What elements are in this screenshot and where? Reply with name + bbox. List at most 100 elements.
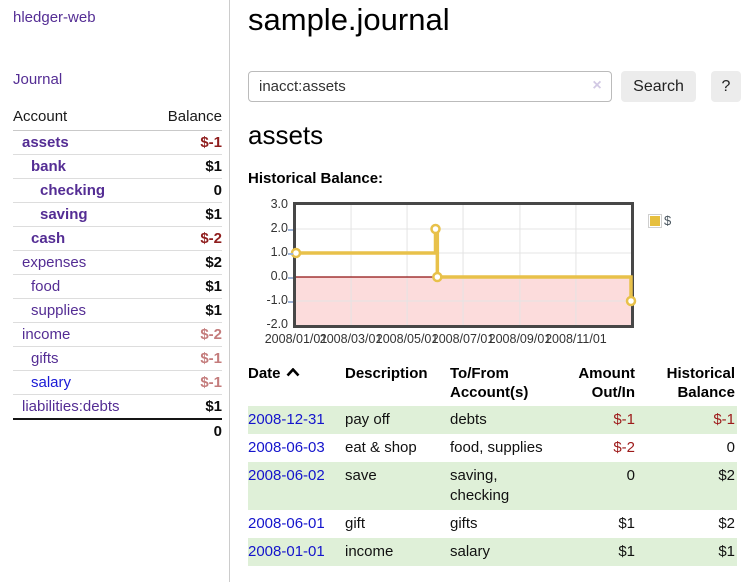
column-header-amount: Amount Out/In	[578, 365, 635, 401]
search-form: × Search ?	[248, 71, 742, 102]
x-axis-tick-label: 2008/09/01	[488, 332, 552, 346]
sidebar-item-journal[interactable]: Journal	[13, 71, 63, 88]
chart-title: Historical Balance:	[248, 170, 384, 187]
y-axis-tick-mark	[288, 277, 293, 279]
account-table-header: Account Balance	[13, 104, 222, 131]
app-title-link[interactable]: hledger-web	[13, 9, 96, 26]
account-balance: $-1	[200, 134, 222, 151]
account-balance-table: Account Balance assets $-1 bank $1 checking 0…	[13, 104, 222, 444]
sidebar-account-link[interactable]: assets	[22, 134, 69, 151]
y-axis-tick-label: 3.0	[270, 197, 288, 211]
help-button[interactable]: ?	[711, 71, 741, 102]
sidebar-account-row: salary $-1	[13, 371, 222, 395]
register-row: 2008-06-03 eat & shop food, supplies $-2 0	[248, 434, 737, 462]
register-description: eat & shop	[345, 439, 417, 456]
register-accounts: debts	[450, 411, 487, 428]
sidebar-account-row: bank $1	[13, 155, 222, 179]
sidebar-account-row: saving $1	[13, 203, 222, 227]
register-date-link[interactable]: 2008-06-02	[248, 467, 325, 484]
account-balance: $-1	[200, 350, 222, 367]
column-header-historical-balance: Historical Balance	[666, 365, 735, 401]
register-row: 2008-01-01 income salary $1 $1	[248, 538, 737, 566]
chart-line-svg	[290, 205, 637, 325]
historical-balance-chart: $ 3.0 2.0 1.0 0.0 -1.0 -2.0 2008/01/01 2008/03/…	[248, 197, 674, 352]
y-axis-tick-label: 1.0	[270, 245, 288, 259]
sidebar-account-link[interactable]: gifts	[31, 350, 59, 367]
x-axis-tick-label: 2008/07/01	[431, 332, 495, 346]
account-balance: $-2	[200, 230, 222, 247]
sidebar-account-link[interactable]: cash	[31, 230, 66, 247]
sidebar-account-link[interactable]: supplies	[31, 302, 87, 319]
register-accounts: salary	[450, 543, 491, 560]
x-axis-tick-label: 2008/01/01	[264, 332, 328, 346]
register-accounts: gifts	[450, 515, 478, 532]
legend-swatch-icon	[648, 213, 662, 228]
search-input[interactable]	[248, 71, 612, 102]
data-point-marker	[625, 295, 637, 307]
account-balance: $1	[205, 158, 222, 175]
register-amount: $1	[618, 515, 635, 532]
sort-ascending-icon	[286, 367, 299, 377]
x-axis-tick-label: 2008/11/01	[545, 332, 607, 346]
sidebar-account-row: assets $-1	[13, 131, 222, 155]
y-axis-tick-mark	[288, 253, 293, 255]
column-header-accounts: To/From Account(s)	[450, 365, 529, 401]
clear-search-icon[interactable]: ×	[592, 77, 602, 94]
register-row: 2008-06-01 gift gifts $1 $2	[248, 510, 737, 538]
sidebar-account-row: cash $-2	[13, 227, 222, 251]
register-accounts: food, supplies	[450, 439, 543, 456]
sidebar-account-link[interactable]: liabilities:debts	[22, 398, 120, 415]
register-amount: $-1	[613, 411, 635, 428]
sidebar-account-row: liabilities:debts $1	[13, 395, 222, 420]
sidebar-account-row: expenses $2	[13, 251, 222, 275]
column-header-date[interactable]: Date	[248, 362, 345, 406]
register-date-link[interactable]: 2008-06-03	[248, 439, 325, 456]
register-historical-balance: $1	[718, 543, 735, 560]
sidebar-account-link[interactable]: salary	[31, 374, 72, 391]
account-balance: $1	[205, 278, 222, 295]
register-amount: 0	[626, 467, 635, 484]
search-button[interactable]: Search	[621, 71, 696, 102]
y-axis-tick-label: -1.0	[266, 293, 288, 307]
data-point-marker	[290, 247, 302, 259]
account-column-header: Account	[13, 108, 68, 125]
register-historical-balance: 0	[726, 439, 735, 456]
page-title: sample.journal	[248, 2, 450, 37]
register-historical-balance: $2	[718, 515, 735, 532]
sidebar-account-link[interactable]: food	[31, 278, 61, 295]
legend-label: $	[664, 213, 672, 228]
sidebar-total-value: 0	[213, 423, 222, 440]
sidebar-account-row: supplies $1	[13, 299, 222, 323]
register-description: income	[345, 543, 394, 560]
chart-plot-area: $	[290, 202, 674, 328]
sidebar-account-row: checking 0	[13, 179, 222, 203]
x-axis-tick-label: 2008/05/01	[375, 332, 439, 346]
sidebar-account-link[interactable]: saving	[40, 206, 88, 223]
chart-legend: $	[646, 212, 674, 229]
register-description: gift	[345, 515, 366, 532]
y-axis-tick-label: 2.0	[270, 221, 288, 235]
register-date-link[interactable]: 2008-01-01	[248, 543, 325, 560]
sidebar-account-row: gifts $-1	[13, 347, 222, 371]
sidebar-account-link[interactable]: income	[22, 326, 71, 343]
y-axis-tick-label: 0.0	[270, 269, 288, 283]
y-axis-tick-label: -2.0	[266, 317, 288, 331]
sidebar-account-link[interactable]: expenses	[22, 254, 87, 271]
register-historical-balance: $-1	[713, 411, 735, 428]
column-header-description: Description	[345, 365, 428, 382]
account-balance: $1	[205, 398, 222, 415]
y-axis-tick-mark	[288, 301, 293, 303]
register-description: save	[345, 467, 377, 484]
account-balance: $2	[205, 254, 222, 271]
register-date-link[interactable]: 2008-06-01	[248, 515, 325, 532]
register-table: Date Description To/From Account(s) Amou…	[248, 362, 737, 566]
register-date-link[interactable]: 2008-12-31	[248, 411, 325, 428]
sidebar-account-link[interactable]: checking	[40, 182, 106, 199]
sidebar-account-link[interactable]: bank	[31, 158, 67, 175]
main-content: sample.journal × Search ? assets Histori…	[248, 0, 742, 582]
account-balance: 0	[213, 182, 222, 199]
x-axis-tick-label: 2008/03/01	[319, 332, 383, 346]
sidebar-account-row: income $-2	[13, 323, 222, 347]
register-header-row: Date Description To/From Account(s) Amou…	[248, 362, 737, 406]
